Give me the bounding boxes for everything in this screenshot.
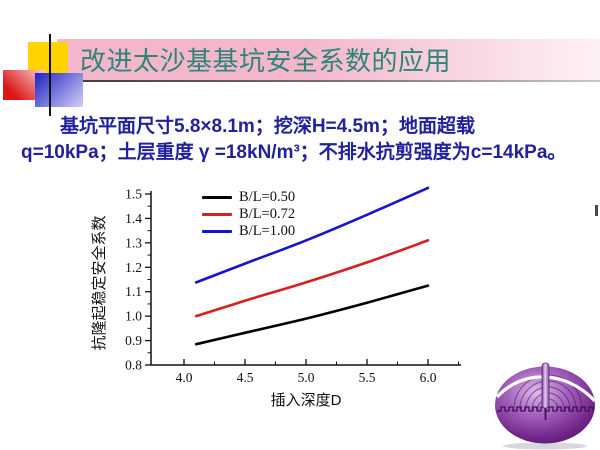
legend-label: B/L=0.72 (239, 206, 296, 222)
y-tick-label: 0.8 (125, 358, 142, 373)
right-edge-mark (595, 205, 598, 216)
y-axis-ticks (145, 193, 151, 366)
decor-vertical-line (49, 34, 51, 116)
legend-item: B/L=0.72 (202, 207, 295, 221)
sphere-decoration (492, 356, 600, 450)
body-text-line-2: q=10kPa；土层重度 γ =18kN/m³；不排水抗剪强度为c=14kPa。 (21, 142, 567, 163)
body-text-line-1: 基坑平面尺寸5.8×8.1m；挖深H=4.5m；地面超载 (60, 116, 475, 137)
chart-axes (150, 191, 461, 366)
legend-item: B/L=0.50 (202, 190, 295, 204)
x-tick-label: 5.5 (359, 370, 376, 385)
x-tick-label: 6.0 (420, 370, 437, 385)
chart-series (194, 186, 430, 346)
legend-item: B/L=1.00 (202, 224, 295, 238)
line-chart: 4.0 4.5 5.0 5.5 6.0 0.8 0.9 1.0 1.1 1.2 1.3 1.4 1.5… (88, 182, 473, 422)
sphere-pin (541, 362, 550, 409)
x-tick-label: 4.5 (237, 370, 254, 385)
series-line (194, 284, 430, 346)
legend-line-swatch (202, 195, 232, 199)
legend-label: B/L=0.50 (239, 189, 296, 205)
y-tick-label: 1.1 (125, 284, 142, 299)
y-tick-label: 1.2 (125, 260, 142, 275)
y-tick-label: 1.0 (125, 309, 142, 324)
legend-line-swatch (202, 229, 232, 233)
x-axis-ticks (183, 359, 459, 365)
y-axis-title: 抗隆起稳定安全系数 (90, 215, 108, 350)
sphere-graphic (495, 362, 595, 450)
title-underline (57, 80, 600, 82)
y-tick-label: 1.5 (125, 186, 142, 201)
title-banner: 改进太沙基基坑安全系数的应用 (57, 39, 600, 80)
x-tick-label: 5.0 (298, 370, 315, 385)
slide-title: 改进太沙基基坑安全系数的应用 (80, 46, 452, 76)
legend-label: B/L=1.00 (239, 223, 296, 239)
y-axis-tick-labels: 0.8 0.9 1.0 1.1 1.2 1.3 1.4 1.5 (125, 186, 142, 372)
x-axis-tick-labels: 4.0 4.5 5.0 5.5 6.0 (176, 370, 437, 385)
chart-canvas: 4.0 4.5 5.0 5.5 6.0 0.8 0.9 1.0 1.1 1.2 1.3 1.4 1.5… (90, 186, 461, 409)
x-axis-title: 插入深度D (271, 392, 342, 409)
y-tick-label: 1.4 (125, 211, 142, 226)
legend-line-swatch (202, 212, 232, 216)
decor-square-yellow (28, 42, 68, 73)
series-line (194, 186, 430, 284)
y-tick-label: 0.9 (125, 333, 142, 348)
chart-legend: B/L=0.50 B/L=0.72 B/L=1.00 (202, 190, 295, 238)
y-tick-label: 1.3 (125, 235, 142, 250)
sphere-shadow (503, 442, 587, 450)
x-tick-label: 4.0 (176, 370, 193, 385)
series-line (194, 239, 430, 318)
decor-square-blue (35, 73, 83, 107)
